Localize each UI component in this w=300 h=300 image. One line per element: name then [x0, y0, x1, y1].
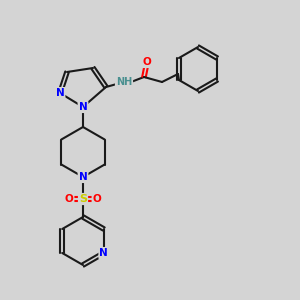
Text: O: O — [64, 194, 74, 204]
Text: S: S — [79, 194, 87, 204]
Text: N: N — [99, 248, 108, 258]
Text: O: O — [142, 57, 152, 67]
Text: N: N — [79, 102, 87, 112]
Text: NH: NH — [116, 77, 132, 87]
Text: O: O — [93, 194, 101, 204]
Text: N: N — [79, 172, 87, 182]
Text: N: N — [56, 88, 64, 98]
